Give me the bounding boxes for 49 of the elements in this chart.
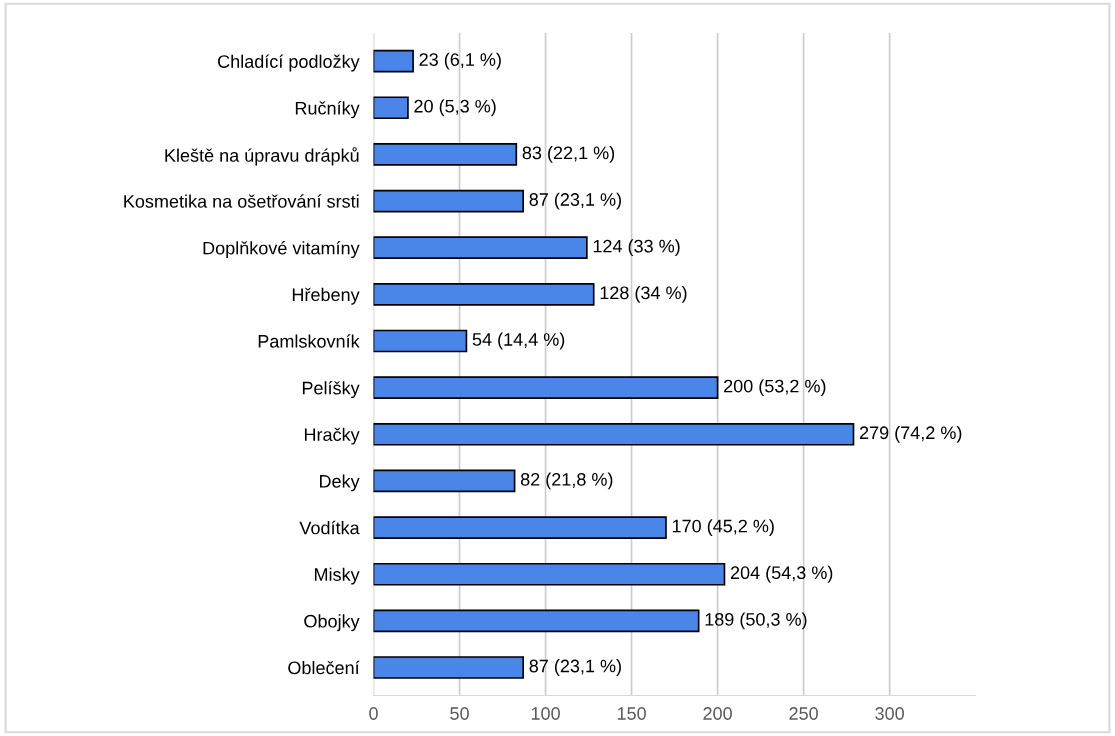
x-tick-label: 200 <box>703 707 732 720</box>
bar <box>373 609 700 633</box>
y-tick-label: Chladící podložky <box>218 54 360 72</box>
x-tick-label: 0 <box>369 707 378 720</box>
y-tick-label: Misky <box>314 567 360 585</box>
data-label: 83 (22,1 %) <box>522 145 615 163</box>
data-label: 128 (34 %) <box>600 285 687 303</box>
bar <box>373 236 588 260</box>
data-label: 124 (33 %) <box>593 239 680 257</box>
bar <box>373 143 518 166</box>
bar <box>373 49 414 73</box>
y-tick-label: Deky <box>319 474 360 492</box>
y-tick-label: Ručníky <box>295 101 360 119</box>
data-label: 54 (14,4 %) <box>472 332 565 350</box>
data-label: 82 (21,8 %) <box>520 472 613 490</box>
y-tick-label: Oblečení <box>288 660 360 675</box>
bar <box>373 376 719 399</box>
bar <box>373 469 516 493</box>
bar <box>373 329 468 353</box>
bar <box>373 656 525 679</box>
bar <box>373 189 525 213</box>
bar <box>373 562 726 586</box>
x-tick-label: 50 <box>450 707 469 720</box>
x-tick-label: 100 <box>531 707 560 720</box>
data-label: 23 (6,1 %) <box>419 52 501 70</box>
bar <box>373 422 855 446</box>
bar <box>373 283 595 306</box>
y-tick-label: Kleště na úpravu drápků <box>165 147 359 166</box>
y-tick-label: Obojky <box>304 614 360 632</box>
data-label: 20 (5,3 %) <box>414 99 496 117</box>
data-label: 189 (50,3 %) <box>705 612 807 630</box>
y-tick-label: Kosmetika na ošetřování srsti <box>124 194 359 208</box>
data-label: 170 (45,2 %) <box>672 519 774 536</box>
data-label: 87 (23,1 %) <box>529 659 621 676</box>
data-label: 200 (53,2 %) <box>724 379 826 397</box>
y-tick-label: Pelíšky <box>302 381 360 399</box>
y-tick-label: Hřebeny <box>292 287 360 305</box>
y-tick-label: Vodítka <box>299 520 360 535</box>
data-label: 279 (74,2 %) <box>859 425 962 443</box>
y-tick-label: Pamlskovník <box>258 334 360 348</box>
x-tick-label: 150 <box>617 707 646 720</box>
data-label: 204 (54,3 %) <box>730 565 833 583</box>
bar <box>373 96 409 120</box>
y-tick-label: Hračky <box>304 427 360 445</box>
x-tick-label: 300 <box>875 707 904 720</box>
y-tick-label: Doplňkové vitamíny <box>203 241 360 259</box>
data-label: 87 (23,1 %) <box>529 192 621 210</box>
x-tick-label: 250 <box>789 707 818 720</box>
bar <box>373 516 667 539</box>
